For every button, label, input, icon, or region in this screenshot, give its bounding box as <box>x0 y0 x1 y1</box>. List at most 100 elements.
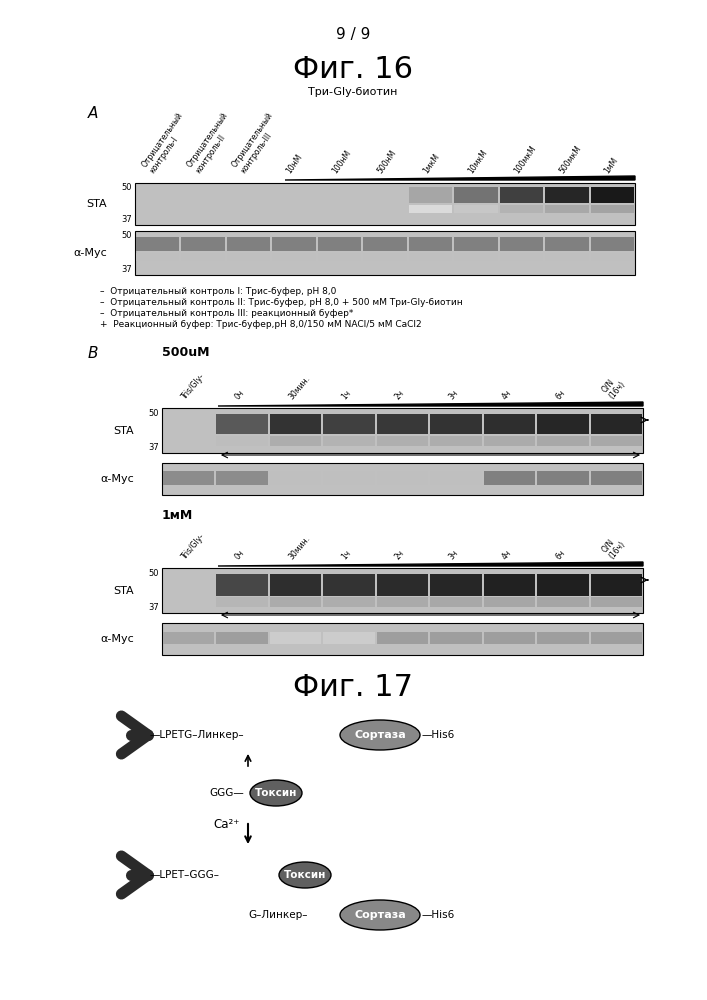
Text: 6ч: 6ч <box>554 548 567 561</box>
Text: +  Реакционный буфер: Трис-буфер,pH 8,0/150 мМ NACl/5 мМ CaCl2: + Реакционный буфер: Трис-буфер,pH 8,0/1… <box>100 320 421 329</box>
Text: B: B <box>88 346 98 361</box>
Text: 3ч: 3ч <box>447 388 460 401</box>
Text: Ca²⁺: Ca²⁺ <box>214 818 240 832</box>
Bar <box>136 237 180 251</box>
Ellipse shape <box>340 900 420 930</box>
Bar <box>377 632 428 644</box>
Bar <box>500 187 543 203</box>
Bar <box>162 463 643 495</box>
Bar <box>377 471 428 485</box>
Bar <box>590 414 642 434</box>
Text: A: A <box>88 106 98 121</box>
Bar <box>318 237 361 251</box>
Bar <box>454 205 498 213</box>
Polygon shape <box>218 402 643 406</box>
Text: 4ч: 4ч <box>501 548 513 561</box>
Bar <box>409 205 452 213</box>
Bar <box>270 436 322 446</box>
Text: 50: 50 <box>122 184 132 192</box>
Text: G–Линкер–: G–Линкер– <box>248 910 308 920</box>
Bar <box>590 187 634 203</box>
Text: Токсин: Токсин <box>284 870 326 880</box>
Bar <box>162 568 643 613</box>
Bar <box>409 187 452 203</box>
Bar <box>537 574 588 596</box>
Text: Три-Gly-биотин: Три-Gly-биотин <box>308 87 397 97</box>
Bar <box>484 414 535 434</box>
Bar <box>270 632 322 644</box>
Text: –  Отрицательный контроль II: Трис-буфер, pH 8,0 + 500 мМ Три-Gly-биотин: – Отрицательный контроль II: Трис-буфер,… <box>100 298 463 307</box>
Bar <box>323 632 375 644</box>
Text: 10мкМ: 10мкМ <box>467 148 489 175</box>
Text: 50: 50 <box>148 408 159 418</box>
Text: 1мкМ: 1мкМ <box>421 152 441 175</box>
Text: Отрицательный
контроль-I: Отрицательный контроль-I <box>140 111 193 175</box>
Bar <box>590 436 642 446</box>
Bar <box>272 253 316 261</box>
Text: α-Myc: α-Myc <box>74 248 107 258</box>
Bar <box>136 253 180 261</box>
Text: Фиг. 17: Фиг. 17 <box>293 672 413 702</box>
Bar <box>537 414 588 434</box>
Text: GGG—: GGG— <box>209 788 244 798</box>
Bar <box>537 471 588 485</box>
Bar <box>363 253 407 261</box>
Text: —LPETG–Линкер–: —LPETG–Линкер– <box>150 730 245 740</box>
Text: 10нМ: 10нМ <box>285 152 304 175</box>
Text: 100нМ: 100нМ <box>330 148 353 175</box>
Ellipse shape <box>250 780 302 806</box>
Bar <box>590 597 642 607</box>
Bar <box>216 632 268 644</box>
Ellipse shape <box>279 862 331 888</box>
Bar <box>323 471 375 485</box>
Bar <box>270 574 322 596</box>
Bar <box>545 205 588 213</box>
Text: 3ч: 3ч <box>447 548 460 561</box>
Text: 37: 37 <box>148 444 159 452</box>
Bar <box>377 436 428 446</box>
Text: O/N
(16ч): O/N (16ч) <box>600 373 627 401</box>
Text: 100мкМ: 100мкМ <box>512 144 537 175</box>
Bar <box>500 253 543 261</box>
Text: 30мин.: 30мин. <box>287 534 312 561</box>
Bar <box>363 237 407 251</box>
Bar <box>545 237 588 251</box>
Bar <box>377 414 428 434</box>
Bar <box>431 632 481 644</box>
Bar <box>270 597 322 607</box>
Bar <box>545 187 588 203</box>
Bar <box>227 253 270 261</box>
Bar <box>590 471 642 485</box>
Text: 6ч: 6ч <box>554 388 567 401</box>
Text: STA: STA <box>113 585 134 595</box>
Text: 37: 37 <box>121 265 132 274</box>
Text: 500мкМ: 500мкМ <box>557 144 583 175</box>
Text: 1ч: 1ч <box>340 548 353 561</box>
Text: 50: 50 <box>148 568 159 578</box>
Text: —His6: —His6 <box>422 730 455 740</box>
Bar <box>216 574 268 596</box>
Bar <box>431 471 481 485</box>
Bar <box>590 253 634 261</box>
Text: α-Myc: α-Myc <box>100 634 134 644</box>
Text: 0ч: 0ч <box>233 388 246 401</box>
Bar <box>454 253 498 261</box>
Bar <box>431 436 481 446</box>
Bar <box>484 436 535 446</box>
Text: Отрицательный
контроль-III: Отрицательный контроль-III <box>230 111 284 175</box>
Bar <box>270 414 322 434</box>
Bar <box>216 471 268 485</box>
Bar <box>318 253 361 261</box>
Text: Сортаза: Сортаза <box>354 910 406 920</box>
Bar <box>409 253 452 261</box>
Bar <box>484 597 535 607</box>
Bar <box>590 205 634 213</box>
Text: 1мМ: 1мМ <box>162 509 193 522</box>
Text: 4ч: 4ч <box>501 388 513 401</box>
Bar <box>182 237 225 251</box>
Text: –  Отрицательный контроль I: Трис-буфер, pH 8,0: – Отрицательный контроль I: Трис-буфер, … <box>100 287 337 296</box>
Text: α-Myc: α-Myc <box>100 474 134 484</box>
Bar <box>227 237 270 251</box>
Bar <box>409 237 452 251</box>
Text: 500uM: 500uM <box>162 346 209 359</box>
